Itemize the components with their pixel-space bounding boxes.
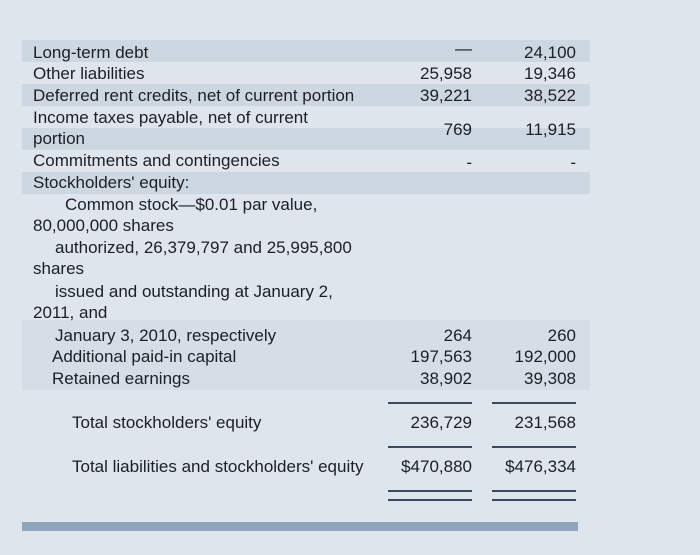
- amount: 39,221: [420, 86, 472, 105]
- amount: 231,568: [514, 413, 576, 432]
- row-label: Income taxes payable, net of current por…: [33, 108, 308, 148]
- amount: 192,000: [514, 347, 576, 366]
- amount: 236,729: [410, 413, 472, 432]
- amount: 260: [547, 326, 576, 345]
- rule: [388, 499, 472, 501]
- row-band: [22, 128, 590, 150]
- rule: [492, 446, 576, 448]
- row-label: Retained earnings: [52, 369, 190, 388]
- amount: -: [570, 153, 576, 172]
- amount: —: [455, 39, 472, 58]
- amount: 264: [443, 326, 472, 345]
- bottom-bar: [22, 522, 578, 531]
- row-label: January 3, 2010, respectively: [55, 326, 277, 345]
- row-label: Long-term debt: [33, 43, 149, 62]
- amount: 38,522: [524, 86, 576, 105]
- rule: [388, 402, 472, 404]
- amount: 25,958: [420, 64, 472, 83]
- amount: $476,334: [505, 457, 576, 476]
- row-label: authorized, 26,379,797 and 25,995,800 sh…: [33, 238, 352, 278]
- amount: 38,902: [420, 369, 472, 388]
- amount: 24,100: [524, 43, 576, 62]
- row-label: Commitments and contingencies: [33, 151, 280, 170]
- row-label: issued and outstanding at January 2, 201…: [33, 282, 333, 322]
- amount: 197,563: [410, 347, 472, 366]
- row-band: [22, 84, 590, 106]
- row-label: Stockholders' equity:: [33, 173, 190, 192]
- row-band: [22, 172, 590, 194]
- row-label: Total liabilities and stockholders' equi…: [72, 457, 364, 476]
- amount: 11,915: [525, 120, 576, 139]
- rule: [388, 490, 472, 492]
- amount: 19,346: [524, 64, 576, 83]
- rule: [388, 446, 472, 448]
- amount: $470,880: [401, 457, 472, 476]
- amount: -: [466, 153, 472, 172]
- row-label: Deferred rent credits, net of current po…: [33, 86, 355, 105]
- rule: [492, 499, 576, 501]
- amount: 39,308: [524, 369, 576, 388]
- row-band: [22, 40, 590, 62]
- row-label: Additional paid-in capital: [52, 347, 237, 366]
- row-label: Other liabilities: [33, 64, 145, 83]
- rule: [492, 490, 576, 492]
- amount: 769: [443, 120, 472, 139]
- row-label: Total stockholders' equity: [72, 413, 262, 432]
- row-band: [22, 320, 590, 390]
- rule: [492, 402, 576, 404]
- row-label: Common stock—$0.01 par value, 80,000,000…: [33, 195, 318, 235]
